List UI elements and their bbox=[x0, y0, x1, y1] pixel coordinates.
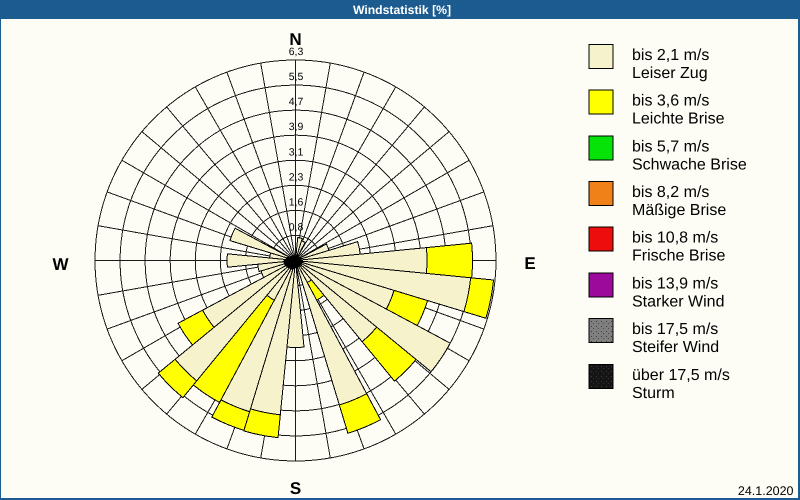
svg-text:bis 10,8 m/s: bis 10,8 m/s bbox=[632, 230, 718, 247]
svg-text:bis 5,7 m/s: bis 5,7 m/s bbox=[632, 138, 709, 155]
svg-text:Starker Wind: Starker Wind bbox=[632, 293, 724, 310]
svg-text:bis 8,2 m/s: bis 8,2 m/s bbox=[632, 184, 709, 201]
svg-text:Schwache Brise: Schwache Brise bbox=[632, 156, 747, 173]
svg-text:1,6: 1,6 bbox=[289, 196, 304, 208]
svg-text:0,8: 0,8 bbox=[289, 221, 304, 233]
svg-text:N: N bbox=[289, 30, 301, 49]
svg-text:3,1: 3,1 bbox=[289, 146, 304, 158]
svg-text:bis 17,5 m/s: bis 17,5 m/s bbox=[632, 321, 718, 338]
svg-text:6,3: 6,3 bbox=[289, 46, 304, 58]
svg-text:Frische Brise: Frische Brise bbox=[632, 248, 725, 265]
svg-text:Leiser Zug: Leiser Zug bbox=[632, 65, 708, 82]
svg-text:3,9: 3,9 bbox=[289, 121, 304, 133]
svg-text:4,7: 4,7 bbox=[289, 96, 304, 108]
svg-text:24.1.2020: 24.1.2020 bbox=[738, 484, 794, 498]
svg-text:Mäßige Brise: Mäßige Brise bbox=[632, 202, 726, 219]
svg-text:über 17,5 m/s: über 17,5 m/s bbox=[632, 367, 730, 384]
svg-text:bis 2,1 m/s: bis 2,1 m/s bbox=[632, 47, 709, 64]
svg-text:S: S bbox=[290, 479, 301, 498]
svg-text:W: W bbox=[52, 255, 69, 274]
svg-text:bis 13,9 m/s: bis 13,9 m/s bbox=[632, 275, 718, 292]
svg-text:Windstatistik [%]: Windstatistik [%] bbox=[353, 3, 451, 17]
svg-text:5,5: 5,5 bbox=[289, 71, 304, 83]
svg-text:2,3: 2,3 bbox=[289, 171, 304, 183]
svg-text:Sturm: Sturm bbox=[632, 385, 675, 402]
svg-text:Steifer Wind: Steifer Wind bbox=[632, 339, 719, 356]
svg-text:E: E bbox=[524, 254, 535, 273]
svg-text:bis 3,6 m/s: bis 3,6 m/s bbox=[632, 93, 709, 110]
svg-text:Leichte Brise: Leichte Brise bbox=[632, 111, 725, 128]
